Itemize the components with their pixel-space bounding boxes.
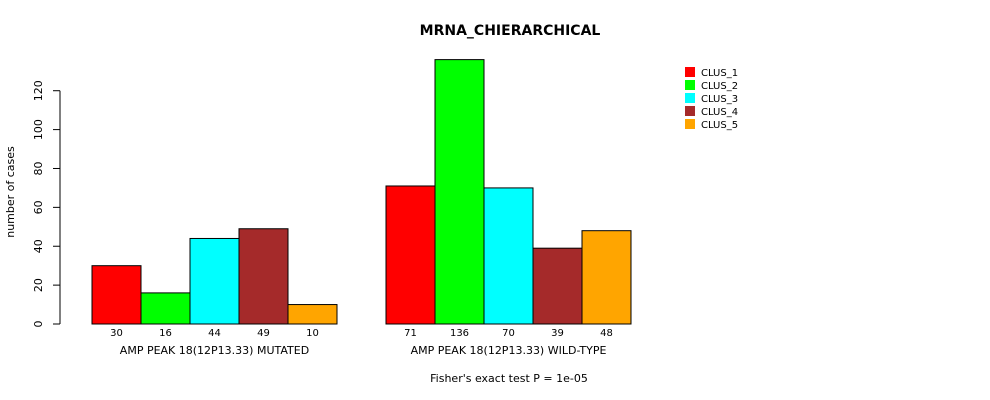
bar-value-label: 16	[159, 328, 172, 339]
bar-clus-4-group-2	[532, 247, 583, 325]
bar-value-label: 39	[551, 328, 564, 339]
bar-clus-1-group-2	[385, 185, 436, 325]
y-tick-label: 40	[32, 239, 45, 253]
legend-swatch	[685, 93, 695, 103]
y-tick-label: 60	[32, 200, 45, 214]
bar-value-label: 30	[110, 328, 123, 339]
group-labels: AMP PEAK 18(12P13.33) MUTATED AMP PEAK 18…	[120, 344, 607, 357]
bar-value-label: 48	[600, 328, 613, 339]
legend-swatch	[685, 106, 695, 116]
bar-clus-5-group-1	[287, 304, 338, 325]
y-axis: 0 20 40 60 80 100 120	[32, 80, 61, 328]
bar-value-label: 70	[502, 328, 515, 339]
legend-swatch	[685, 80, 695, 90]
chart-title: MRNA_CHIERARCHICAL	[420, 23, 601, 39]
y-tick-label: 0	[32, 321, 45, 328]
bar-value-label: 49	[257, 328, 270, 339]
legend-label: CLUS_1	[701, 68, 738, 79]
bar-value-label: 10	[306, 328, 319, 339]
y-tick-label: 120	[32, 80, 45, 101]
y-axis-label: number of cases	[4, 146, 17, 238]
group-label-1: AMP PEAK 18(12P13.33) MUTATED	[120, 344, 309, 357]
bar-clus-2-group-2	[434, 59, 485, 325]
group-label-2: AMP PEAK 18(12P13.33) WILD-TYPE	[411, 344, 607, 357]
bar-clus-2-group-1	[140, 292, 191, 325]
legend-swatch	[685, 67, 695, 77]
legend: CLUS_1 CLUS_2 CLUS_3 CLUS_4 CLUS_5	[685, 67, 738, 131]
bar-value-label: 44	[208, 328, 221, 339]
bar-clus-1-group-1	[91, 265, 142, 325]
y-tick-label: 20	[32, 278, 45, 292]
legend-label: CLUS_2	[701, 81, 738, 92]
bar-value-label: 136	[450, 328, 469, 339]
bars	[91, 59, 632, 325]
bar-clus-5-group-2	[581, 230, 632, 325]
bar-clus-3-group-2	[483, 187, 534, 325]
legend-swatch	[685, 119, 695, 129]
bar-clus-3-group-1	[189, 237, 240, 325]
bar-value-labels: 30 16 44 49 10 71 136 70 39 48	[110, 328, 613, 339]
legend-label: CLUS_5	[701, 120, 738, 131]
legend-label: CLUS_3	[701, 94, 738, 105]
y-tick-label: 80	[32, 161, 45, 175]
y-tick-label: 100	[32, 119, 45, 140]
bar-value-label: 71	[404, 328, 417, 339]
fisher-test-annotation: Fisher's exact test P = 1e-05	[430, 372, 588, 385]
legend-label: CLUS_4	[701, 107, 738, 118]
bar-clus-4-group-1	[238, 228, 289, 325]
